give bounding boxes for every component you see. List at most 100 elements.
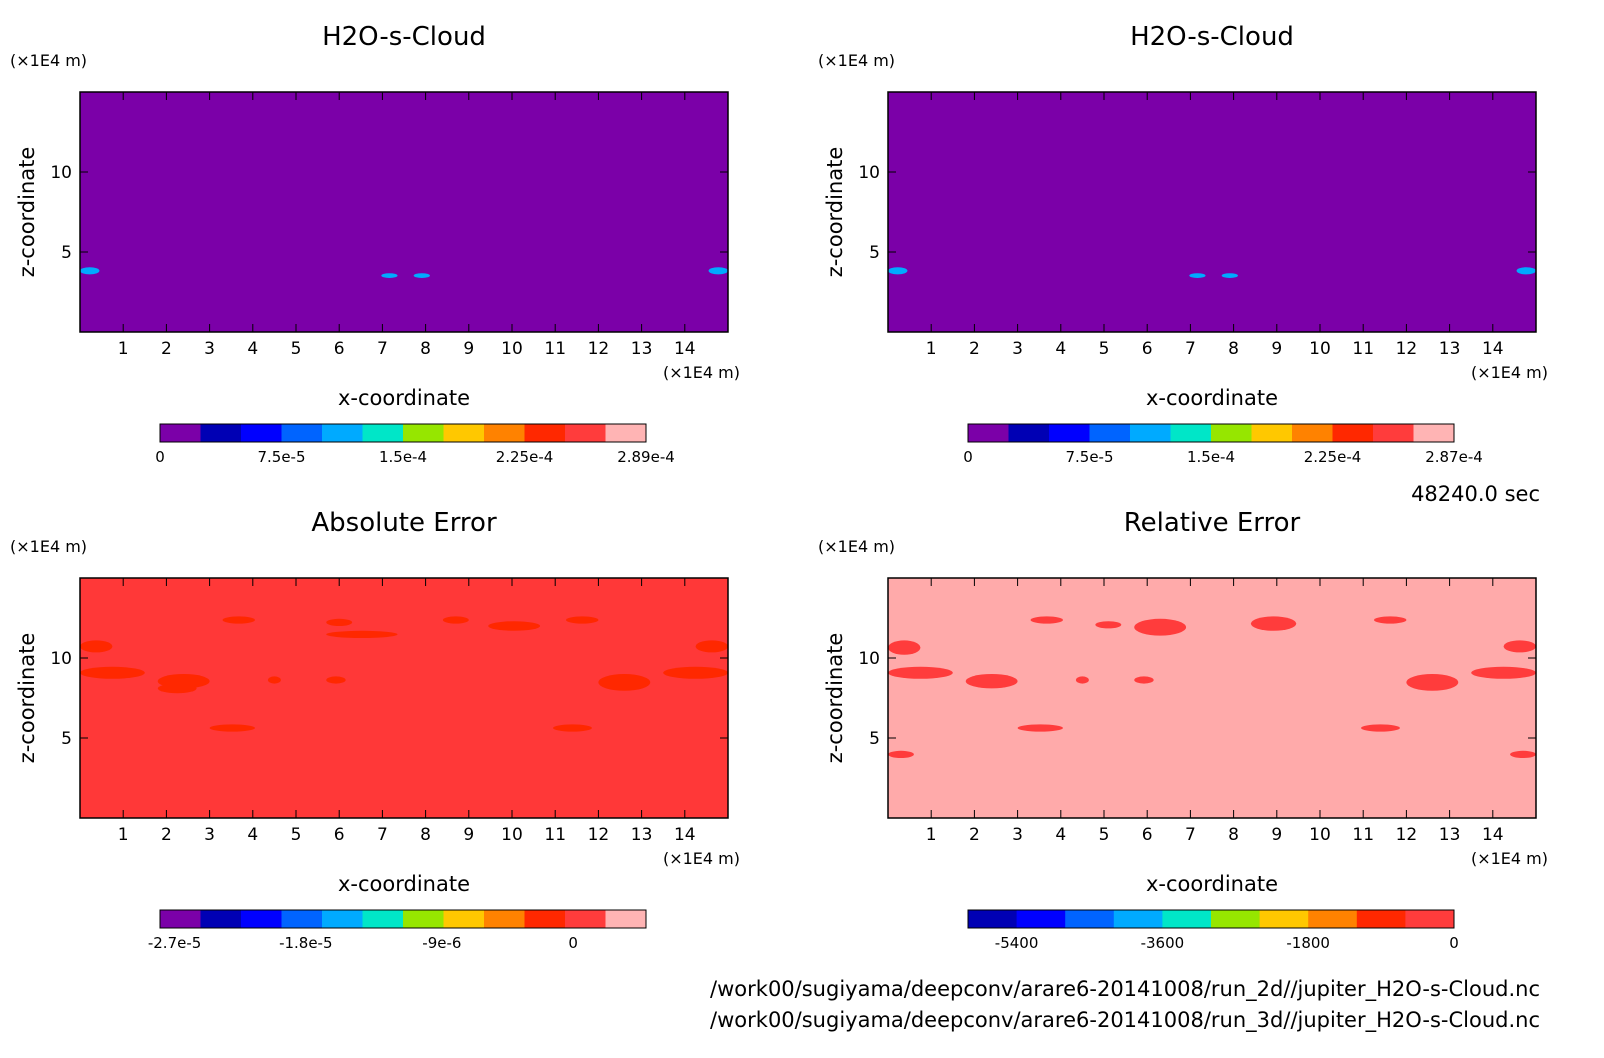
x-tick-label: 4 xyxy=(1055,339,1066,359)
colorbar-swatch xyxy=(362,424,404,442)
colorbar-swatch xyxy=(403,910,444,928)
chart-title: H2O-s-Cloud xyxy=(322,22,486,52)
x-tick-label: 9 xyxy=(1271,825,1282,845)
contour-region xyxy=(888,267,908,275)
x-unit-label: (×1E4 m) xyxy=(663,849,740,868)
colorbar-tick-label: -1800 xyxy=(1286,934,1330,952)
x-tick-label: 3 xyxy=(1012,825,1023,845)
x-tick-label: 1 xyxy=(926,339,937,359)
contour-region xyxy=(695,640,728,653)
contour-region xyxy=(267,676,281,684)
x-tick-label: 14 xyxy=(1482,825,1504,845)
colorbar-swatch xyxy=(968,424,1009,442)
colorbar-swatch xyxy=(484,424,525,442)
x-tick-label: 13 xyxy=(631,339,653,359)
colorbar-swatch xyxy=(1008,424,1050,442)
chart-title: H2O-s-Cloud xyxy=(1130,22,1294,52)
colorbar-swatch xyxy=(1332,424,1374,442)
contour-region xyxy=(1095,621,1122,629)
contour-region xyxy=(1030,616,1063,624)
x-tick-label: 4 xyxy=(247,825,258,845)
x-tick-label: 11 xyxy=(1352,339,1374,359)
contour-region xyxy=(598,674,651,691)
x-tick-label: 12 xyxy=(1396,825,1418,845)
x-tick-label: 14 xyxy=(674,825,696,845)
contour-region xyxy=(1503,640,1537,653)
contour-region xyxy=(413,273,430,278)
contour-region xyxy=(1075,676,1089,684)
y-unit-label: (×1E4 m) xyxy=(818,51,895,70)
contour-region xyxy=(1516,267,1536,275)
x-tick-label: 7 xyxy=(377,339,388,359)
colorbar-tick-label: 0 xyxy=(568,934,578,952)
y-unit-label: (×1E4 m) xyxy=(818,537,895,556)
y-axis-label: z-coordinate xyxy=(15,147,39,278)
x-unit-label: (×1E4 m) xyxy=(1471,849,1548,868)
colorbar-swatch xyxy=(1356,910,1406,928)
colorbar-tick-label: -9e-6 xyxy=(422,934,461,952)
colorbar-swatch xyxy=(200,424,242,442)
colorbar-swatch xyxy=(1211,910,1261,928)
colorbar-tick-label: -2.7e-5 xyxy=(148,934,201,952)
colorbar-frame xyxy=(967,909,1455,929)
x-tick-label: 3 xyxy=(1012,339,1023,359)
colorbar-swatch xyxy=(524,424,566,442)
contour-fill xyxy=(80,92,728,332)
colorbar-swatch xyxy=(443,910,485,928)
x-tick-label: 14 xyxy=(674,339,696,359)
x-tick-label: 3 xyxy=(204,825,215,845)
colorbar-swatch xyxy=(160,910,201,928)
x-tick-label: 1 xyxy=(118,825,129,845)
x-tick-label: 6 xyxy=(334,825,345,845)
colorbar-swatch xyxy=(605,910,647,928)
x-axis-label: x-coordinate xyxy=(1146,386,1278,410)
colorbar-swatch xyxy=(565,910,606,928)
colorbar-swatch xyxy=(1405,910,1455,928)
contour-region xyxy=(80,267,100,275)
colorbar-frame xyxy=(159,909,647,929)
colorbar-swatch xyxy=(968,910,1018,928)
plot-frame xyxy=(887,91,1537,333)
colorbar-swatch xyxy=(1292,424,1333,442)
chart-panel: Relative Error(×1E4 m)(×1E4 m)1 2 3 4 5 6 7 8 9 1… xyxy=(818,508,1548,952)
colorbar-swatch xyxy=(1413,424,1455,442)
colorbar-swatch xyxy=(1016,910,1066,928)
x-tick-label: 7 xyxy=(1185,339,1196,359)
colorbar-tick-label: 0 xyxy=(1449,934,1459,952)
contour-region xyxy=(222,616,255,624)
y-tick-label: 10 xyxy=(858,163,880,183)
contour-region xyxy=(326,630,398,639)
colorbar-swatch xyxy=(1251,424,1293,442)
x-tick-label: 2 xyxy=(161,339,172,359)
x-tick-label: 2 xyxy=(969,339,980,359)
x-tick-label: 10 xyxy=(501,825,523,845)
x-tick-label: 6 xyxy=(334,339,345,359)
contour-region xyxy=(888,750,914,759)
file-path-1: /work00/sugiyama/deepconv/arare6-2014100… xyxy=(710,977,1540,1002)
x-tick-label: 3 xyxy=(204,339,215,359)
x-tick-label: 11 xyxy=(1352,825,1374,845)
x-tick-label: 12 xyxy=(588,825,610,845)
contour-region xyxy=(965,674,1018,689)
x-tick-label: 5 xyxy=(291,339,302,359)
colorbar-tick-label: 1.5e-4 xyxy=(379,448,427,466)
x-tick-label: 10 xyxy=(1309,825,1331,845)
x-tick-label: 7 xyxy=(1185,825,1196,845)
y-tick-label: 5 xyxy=(61,243,72,263)
contour-fill xyxy=(888,92,1536,332)
contour-region xyxy=(488,621,541,631)
colorbar-swatch xyxy=(160,424,201,442)
contour-region xyxy=(326,676,346,684)
x-tick-label: 9 xyxy=(1271,339,1282,359)
colorbar-tick-label: 0 xyxy=(155,448,165,466)
contour-region xyxy=(1406,674,1459,691)
x-unit-label: (×1E4 m) xyxy=(663,363,740,382)
colorbar-swatch xyxy=(1049,424,1090,442)
colorbar-tick-label: 7.5e-5 xyxy=(257,448,305,466)
colorbar-swatch xyxy=(524,910,566,928)
colorbar-frame xyxy=(967,423,1455,443)
x-tick-label: 12 xyxy=(1396,339,1418,359)
contour-region xyxy=(1250,616,1297,631)
